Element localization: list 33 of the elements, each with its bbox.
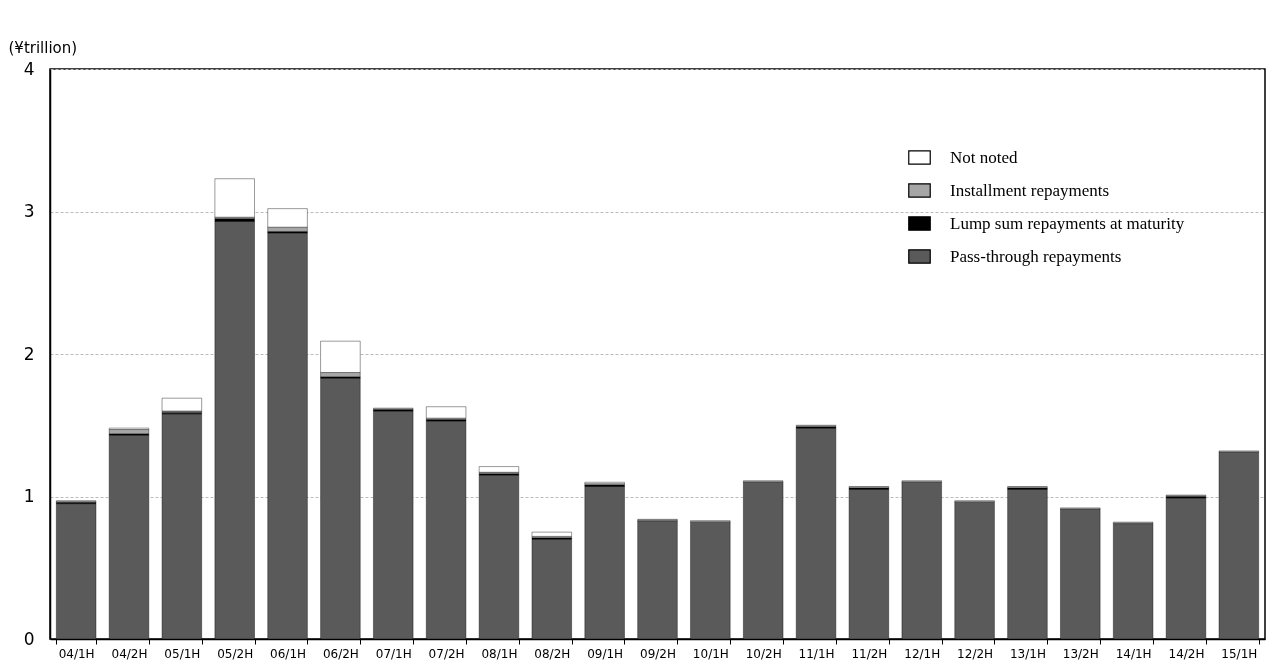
x-tick-label: 04/2H: [111, 646, 148, 661]
x-tick-label: 08/1H: [481, 646, 518, 661]
x-tick-label: 10/1H: [692, 646, 729, 661]
x-tick-label: 08/2H: [534, 646, 571, 661]
x-tick-label: 13/2H: [1062, 646, 1099, 661]
x-tick-label: 15/1H: [1221, 646, 1258, 661]
y-tick-label: 2: [23, 343, 35, 364]
x-tick-label: 13/1H: [1009, 646, 1046, 661]
x-tick-label: 09/2H: [640, 646, 676, 661]
x-tick-label: 07/2H: [428, 646, 465, 661]
x-tick-label: 05/1H: [164, 646, 201, 661]
x-tick-label: 12/1H: [904, 646, 941, 661]
x-tick-label: 09/1H: [587, 646, 624, 661]
y-tick-label: 1: [23, 486, 35, 506]
legend-label: Lump sum repayments at maturity: [950, 213, 1185, 233]
x-tick-label: 10/2H: [745, 646, 782, 661]
legend-label: Pass-through repayments: [950, 246, 1122, 266]
x-tick-label: 11/2H: [851, 646, 888, 661]
y-tick-label: 4: [23, 58, 35, 79]
y-tick-label: 0: [23, 628, 35, 649]
x-tick-label: 14/1H: [1115, 646, 1152, 661]
legend-label: Not noted: [950, 147, 1019, 167]
x-tick-label: 12/2H: [957, 646, 994, 661]
x-tick-label: 11/1H: [798, 646, 835, 661]
x-tick-label: 14/2H: [1168, 646, 1205, 661]
y-axis-title: (¥trillion): [8, 38, 78, 57]
y-tick-label: 3: [23, 201, 35, 221]
x-tick-label: 06/2H: [322, 646, 359, 661]
x-tick-label: 04/1H: [58, 646, 95, 661]
x-tick-label: 05/2H: [217, 646, 254, 661]
legend-label: Installment repayments: [950, 180, 1110, 200]
x-tick-label: 07/1H: [375, 646, 412, 661]
x-tick-label: 06/1H: [270, 646, 307, 661]
